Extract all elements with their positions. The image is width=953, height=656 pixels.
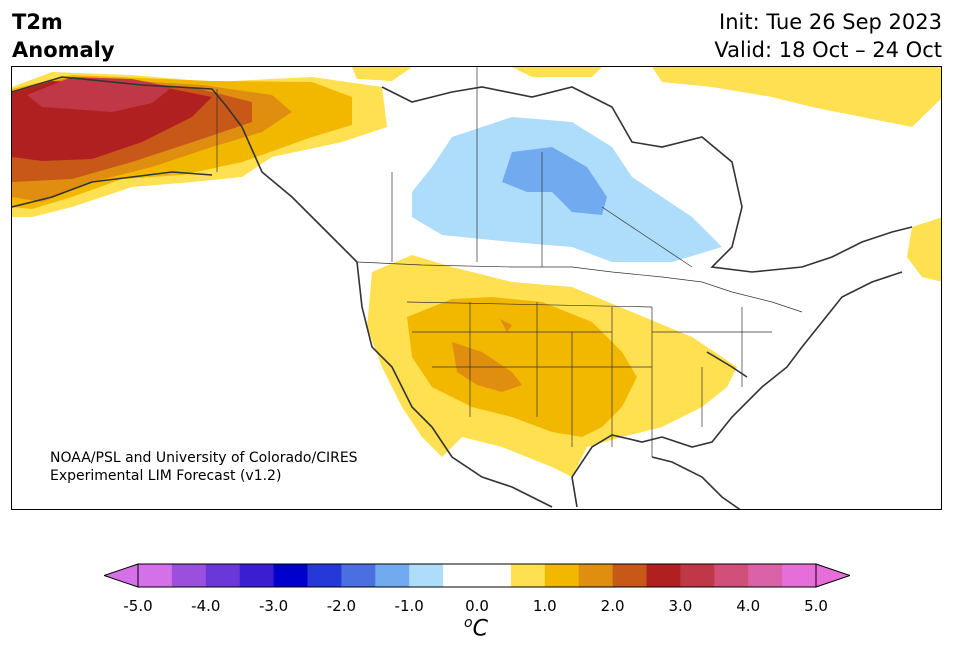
colorbar-tick-label: -5.0	[123, 597, 153, 615]
colorbar	[104, 563, 850, 588]
valid-range: Valid: 18 Oct – 24 Oct	[714, 38, 942, 62]
credit-line-2: Experimental LIM Forecast (v1.2)	[50, 468, 282, 484]
canada-cool-2	[502, 147, 607, 215]
unit-superscript: o	[464, 615, 473, 631]
colorbar-cell	[748, 564, 783, 587]
colorbar-cell	[544, 564, 580, 587]
labrador-warm-1	[907, 217, 941, 282]
colorbar-cell	[409, 564, 444, 587]
title-line-2: Anomaly	[12, 38, 115, 62]
colorbar-cell	[612, 564, 647, 587]
colorbar-tick-label: 1.0	[532, 597, 557, 615]
colorbar-high-extend	[815, 563, 850, 588]
colorbar-outline	[137, 563, 817, 588]
forecast-dates: Init: Tue 26 Sep 2023 Valid: 18 Oct – 24…	[714, 8, 942, 64]
colorbar-cell	[477, 564, 512, 587]
colorbar-cells	[138, 564, 817, 587]
anomaly-map: NOAA/PSL and University of Colorado/CIRE…	[11, 66, 942, 510]
map-svg	[12, 67, 941, 509]
alaska-warm-6	[27, 77, 172, 112]
colorbar-cell	[443, 564, 478, 587]
colorbar-cell	[375, 564, 410, 587]
colorbar-cell	[578, 564, 614, 587]
colorbar-cell	[138, 564, 173, 587]
colorbar-cell	[273, 564, 308, 587]
map-title: T2m Anomaly	[12, 8, 115, 64]
colorbar-tick-label: -2.0	[326, 597, 357, 615]
colorbar-cell	[680, 564, 715, 587]
colorbar-unit: oC	[464, 615, 488, 641]
colorbar-tick-label: 4.0	[736, 597, 761, 615]
colorbar-cell	[510, 564, 546, 587]
colorbar-cell	[239, 564, 275, 587]
southwest-warm-3	[452, 319, 522, 392]
credit-text: NOAA/PSL and University of Colorado/CIRE…	[50, 449, 358, 485]
colorbar-cell	[205, 564, 241, 587]
colorbar-cell	[171, 564, 207, 587]
unit-label: C	[472, 616, 488, 642]
colorbar-cell	[307, 564, 342, 587]
colorbar-tick-label: 2.0	[600, 597, 625, 615]
title-line-1: T2m	[12, 10, 63, 34]
colorbar-tick-label: -4.0	[191, 597, 221, 615]
colorbar-cell	[714, 564, 749, 587]
init-date: Init: Tue 26 Sep 2023	[719, 10, 942, 34]
colorbar-cell	[646, 564, 681, 587]
colorbar-tick-label: 0.0	[465, 597, 489, 615]
colorbar-cell	[782, 564, 817, 587]
credit-line-1: NOAA/PSL and University of Colorado/CIRE…	[50, 450, 358, 466]
colorbar-low-extend	[104, 563, 139, 588]
colorbar-cell	[341, 564, 376, 587]
colorbar-tick-label: 3.0	[668, 597, 693, 615]
colorbar-tick-label: -1.0	[394, 597, 424, 615]
borders	[216, 67, 803, 457]
colorbar-tick-label: -3.0	[258, 597, 289, 615]
colorbar-tick-label: 5.0	[804, 597, 828, 615]
arctic-warm-1	[352, 67, 941, 127]
